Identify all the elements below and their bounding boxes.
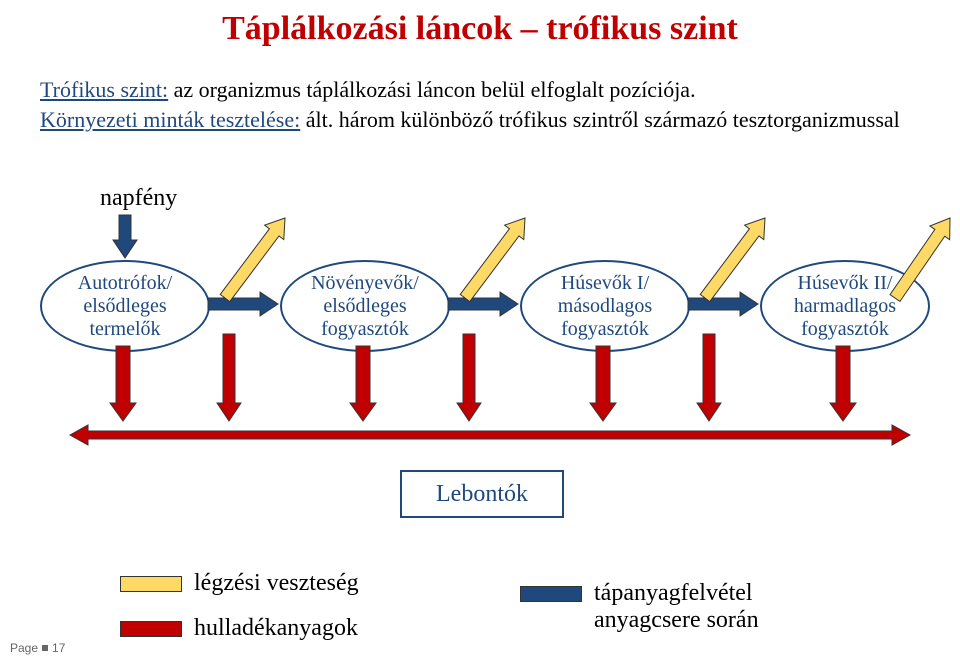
- page-label: Page: [10, 641, 38, 655]
- trophic-node-1-l0: Növényevők/: [311, 272, 419, 295]
- legend-text-2: tápanyagfelvételanyagcsere során: [594, 580, 759, 634]
- slide-title: Táplálkozási láncok – trófikus szint: [0, 10, 960, 48]
- trophic-node-0: Autotrófok/ elsődleges termelők: [40, 260, 210, 352]
- subtitle-emph-2: Környezeti minták tesztelése:: [40, 107, 300, 132]
- trophic-node-1-l1: elsődleges: [323, 295, 406, 318]
- trophic-node-2: Húsevők I/ másodlagos fogyasztók: [520, 260, 690, 352]
- trophic-node-3-l0: Húsevők II/: [798, 272, 893, 295]
- legend-swatch-0: [120, 576, 182, 592]
- lebontok-label: Lebontók: [436, 481, 528, 508]
- legend-row-2: tápanyagfelvételanyagcsere során: [520, 580, 759, 634]
- napfeny-label: napfény: [100, 185, 177, 212]
- trophic-node-1: Növényevők/ elsődleges fogyasztók: [280, 260, 450, 352]
- trophic-node-3-l1: harmadlagos: [794, 295, 896, 318]
- legend-row-1: hulladékanyagok: [120, 615, 358, 642]
- trophic-node-0-l0: Autotrófok/: [78, 272, 172, 295]
- trophic-node-2-l0: Húsevők I/: [561, 272, 649, 295]
- legend-row-0: légzési veszteség: [120, 570, 359, 597]
- page-number: Page 17: [10, 641, 65, 655]
- trophic-node-0-l2: termelők: [89, 318, 160, 341]
- page-num-value: 17: [52, 641, 65, 655]
- legend-swatch-1: [120, 621, 182, 637]
- trophic-node-3-l2: fogyasztók: [801, 318, 889, 341]
- trophic-node-0-l1: elsődleges: [83, 295, 166, 318]
- trophic-node-2-l1: másodlagos: [558, 295, 652, 318]
- legend-swatch-2: [520, 586, 582, 602]
- subtitle-block: Trófikus szint: az organizmus táplálkozá…: [40, 75, 920, 134]
- lebontok-box: Lebontók: [400, 470, 564, 518]
- legend-text-1: hulladékanyagok: [194, 615, 358, 642]
- trophic-node-1-l2: fogyasztók: [321, 318, 409, 341]
- subtitle-body-2: ált. három különböző trófikus szintről s…: [300, 107, 900, 132]
- legend-text-0: légzési veszteség: [194, 570, 359, 597]
- subtitle-emph-1: Trófikus szint:: [40, 77, 168, 102]
- slide: Táplálkozási láncok – trófikus szint Tró…: [0, 0, 960, 665]
- trophic-node-2-l2: fogyasztók: [561, 318, 649, 341]
- subtitle-body-1: az organizmus táplálkozási láncon belül …: [168, 77, 695, 102]
- page-bullet-icon: [42, 645, 48, 651]
- trophic-node-3: Húsevők II/ harmadlagos fogyasztók: [760, 260, 930, 352]
